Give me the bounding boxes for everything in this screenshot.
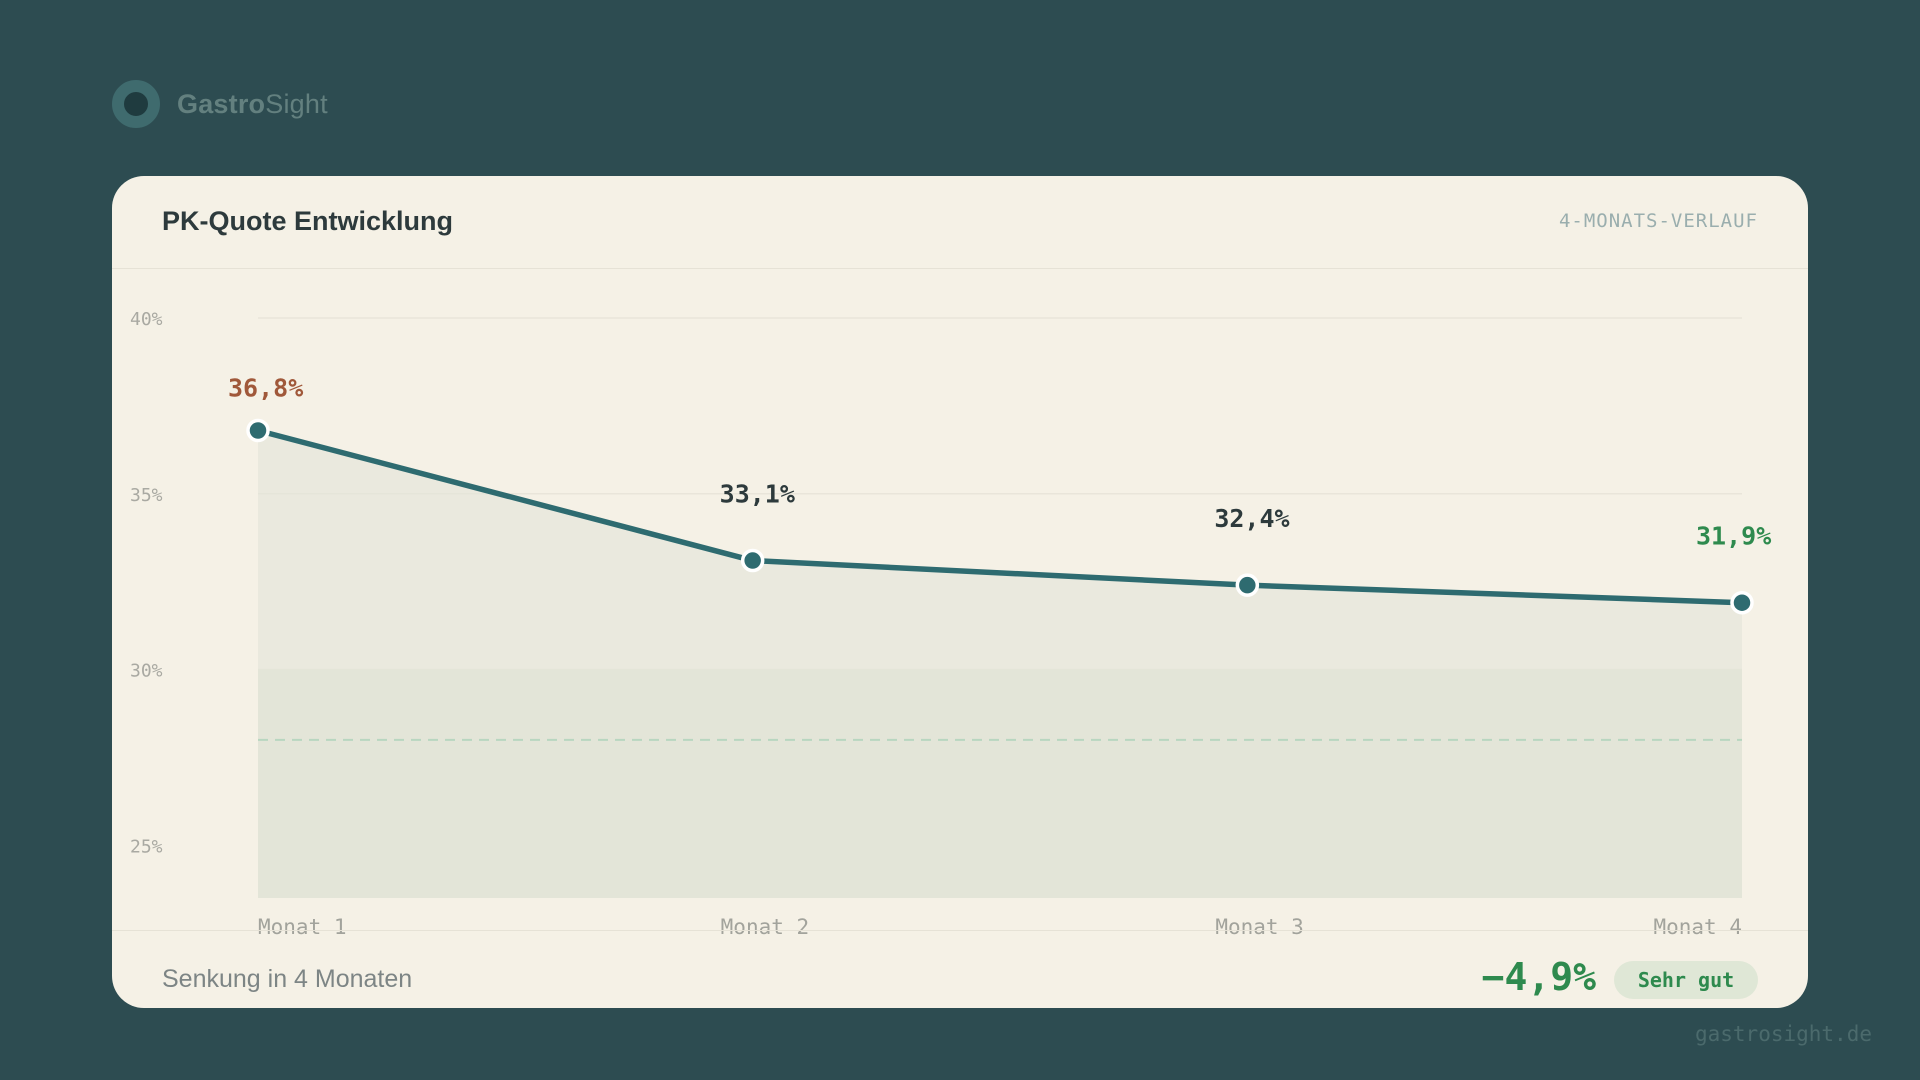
chart-card: PK-Quote Entwicklung 4-MONATS-VERLAUF 40… bbox=[112, 176, 1808, 1008]
card-title: PK-Quote Entwicklung bbox=[162, 206, 454, 236]
area-fill bbox=[258, 430, 1742, 898]
status-badge: Sehr gut bbox=[1614, 961, 1758, 999]
change-value: −4,9% bbox=[1481, 955, 1596, 999]
data-label: 31,9% bbox=[1696, 522, 1771, 551]
card-header: PK-Quote Entwicklung 4-MONATS-VERLAUF bbox=[112, 176, 1808, 269]
brand-name-strong: Gastro bbox=[177, 88, 266, 119]
brand-name-light: Sight bbox=[265, 88, 328, 119]
card-footer: Senkung in 4 Monaten −4,9% Sehr gut bbox=[112, 930, 1808, 1008]
card-subtitle: 4-MONATS-VERLAUF bbox=[1558, 210, 1758, 232]
data-point bbox=[246, 418, 270, 443]
brand-name: GastroSight bbox=[177, 89, 328, 120]
data-point bbox=[740, 548, 765, 573]
data-point bbox=[1730, 590, 1754, 615]
y-tick-label: 40% bbox=[130, 309, 163, 330]
data-label: 33,1% bbox=[720, 480, 795, 509]
data-point bbox=[1235, 573, 1260, 597]
y-tick-label: 35% bbox=[130, 485, 163, 506]
y-tick-label: 30% bbox=[130, 661, 163, 682]
data-label: 36,8% bbox=[228, 373, 303, 402]
data-label: 32,4% bbox=[1214, 504, 1289, 533]
brand: GastroSight bbox=[112, 80, 328, 128]
series-line bbox=[255, 427, 1745, 606]
ring-logo-icon bbox=[112, 80, 160, 128]
footer-label: Senkung in 4 Monaten bbox=[162, 965, 413, 993]
site-url: gastrosight.de bbox=[1694, 1022, 1872, 1046]
y-tick-label: 25% bbox=[130, 836, 163, 857]
